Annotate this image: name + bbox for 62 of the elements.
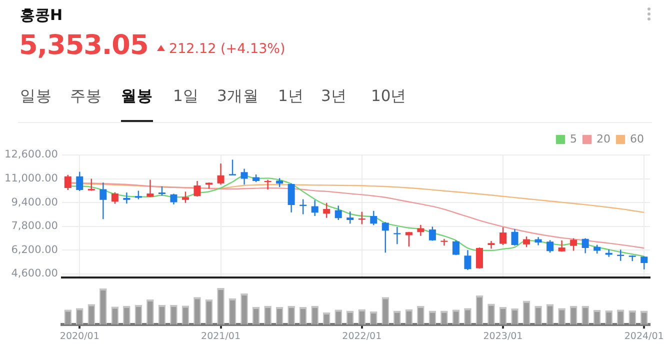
candlestick	[500, 226, 506, 246]
candlestick	[464, 250, 472, 271]
text: 1일	[173, 86, 199, 107]
candlestick	[111, 192, 118, 204]
candlestick	[440, 238, 448, 246]
candlestick	[100, 182, 107, 220]
candlestick	[405, 231, 412, 248]
legend-label: 20	[596, 132, 611, 146]
x-tick-label: 2024/01	[624, 330, 664, 342]
candlestick	[523, 236, 530, 248]
y-tick-label: 4,600.00	[11, 268, 58, 280]
candlestick	[640, 256, 648, 270]
candlestick	[428, 226, 436, 242]
candlestick	[194, 180, 201, 198]
text: 10년	[371, 86, 407, 107]
x-tick-label: 2022/01	[342, 330, 382, 342]
legend-label: 5	[570, 132, 578, 146]
candlestick	[158, 186, 166, 196]
candlestick	[452, 240, 460, 256]
candlestick	[64, 174, 72, 191]
chart-subtitle: 5,353.05	[19, 30, 148, 61]
candlestick	[240, 168, 248, 186]
y-tick-label: 7,800.00	[11, 220, 58, 232]
legend-label: 60	[630, 132, 644, 146]
candlestick	[382, 222, 389, 254]
text: 3년	[321, 86, 347, 107]
candlestick	[370, 210, 378, 226]
y-tick-label: 6,200.00	[11, 244, 58, 256]
text: 일봉	[20, 86, 52, 107]
candlestick	[511, 228, 518, 246]
candlestick	[182, 191, 189, 204]
candlestick	[311, 200, 318, 217]
candlestick	[570, 238, 578, 252]
candlestick	[417, 224, 424, 236]
y-tick-label: 11,000.00	[4, 172, 58, 185]
candlestick	[123, 192, 130, 204]
x-tick-label: 2021/01	[201, 330, 240, 342]
text: 월봉	[121, 86, 153, 107]
candlestick	[323, 202, 330, 218]
text: 3개월	[217, 86, 259, 107]
candlestick	[546, 240, 554, 254]
candlestick	[76, 171, 84, 192]
y-tick-label: 9,400.00	[11, 196, 58, 208]
candlestick	[217, 162, 224, 186]
text: 1년	[278, 86, 304, 107]
y-tick-label: 12,600.00	[4, 148, 58, 161]
candlestick	[476, 246, 483, 270]
candlestick	[170, 193, 178, 206]
candlestick	[300, 198, 307, 215]
candlestick	[146, 179, 154, 198]
candlestick	[229, 158, 236, 176]
candlestick	[582, 238, 589, 254]
text: 212.12 (+4.13%)	[169, 41, 286, 57]
candlestick	[346, 210, 354, 224]
candlestick	[394, 226, 401, 245]
x-tick-label: 2020/01	[60, 330, 100, 342]
candlestick	[288, 182, 295, 213]
text: 주봉	[70, 86, 102, 107]
candlestick	[334, 205, 342, 221]
x-tick-label: 2023/01	[483, 330, 523, 342]
candlestick	[605, 248, 612, 258]
chart-title: 홍콩H	[20, 6, 63, 25]
